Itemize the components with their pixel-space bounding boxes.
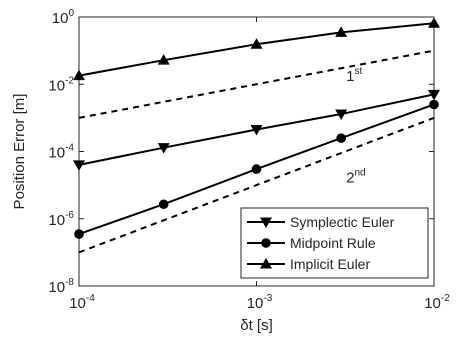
data-point	[157, 54, 170, 65]
data-point	[335, 109, 348, 121]
data-series	[73, 17, 440, 239]
legend-entries: Symplectic Euler Midpoint Rule Implicit Eu…	[247, 214, 395, 272]
series-implicit-euler	[73, 17, 440, 81]
x-tick-label: 10-3	[247, 293, 273, 312]
reference-line-order-2	[78, 116, 435, 254]
legend-item: Implicit Euler	[247, 256, 370, 272]
data-point	[74, 229, 84, 239]
data-point	[250, 125, 263, 136]
y-tick-label: 10-8	[48, 277, 74, 296]
y-tick-label: 10-6	[48, 210, 74, 229]
x-axis-label-text: t [s]	[249, 317, 273, 334]
data-point	[73, 160, 85, 171]
series-symplectic-euler	[73, 89, 440, 171]
data-point	[250, 38, 263, 49]
order-annotation-2: 2nd	[346, 167, 365, 186]
data-point	[428, 17, 440, 28]
legend-item: Midpoint Rule	[247, 235, 376, 251]
y-axis-label: Position Error [m]	[11, 94, 28, 210]
legend-marker	[260, 217, 272, 228]
legend-label: Implicit Euler	[290, 256, 370, 272]
axis-ticks: 10-4 10-3 10-2 10-8 10-6 10-4 10-2 100	[48, 8, 450, 312]
legend-label: Symplectic Euler	[290, 214, 395, 230]
legend-marker	[261, 238, 271, 248]
data-point	[251, 164, 262, 174]
data-point	[335, 26, 348, 37]
reference-lines	[78, 49, 435, 254]
data-point	[158, 199, 169, 210]
data-point	[336, 133, 346, 143]
legend-marker	[260, 258, 272, 269]
x-tick-label: 10-4	[69, 293, 95, 312]
order-annotation-1: 1st	[346, 66, 362, 85]
x-tick-label: 10-2	[424, 293, 450, 312]
data-point	[428, 89, 440, 101]
data-point	[157, 143, 170, 154]
data-point	[429, 99, 439, 110]
legend-label: Midpoint Rule	[290, 235, 376, 251]
data-point	[73, 69, 85, 81]
legend-item: Symplectic Euler	[247, 214, 395, 230]
order-annotations: 1st 2nd	[346, 66, 365, 186]
y-tick-label: 100	[52, 8, 75, 27]
x-axis-label: δt [s]	[240, 317, 273, 334]
y-tick-label: 10-4	[48, 143, 74, 162]
y-tick-label: 10-2	[48, 75, 74, 94]
legend: Symplectic Euler Midpoint Rule Implicit Eu…	[240, 207, 429, 279]
series-midpoint-rule	[74, 99, 439, 239]
x-axis-label-symbol: δ	[240, 317, 248, 334]
reference-line-order-1	[78, 49, 435, 119]
